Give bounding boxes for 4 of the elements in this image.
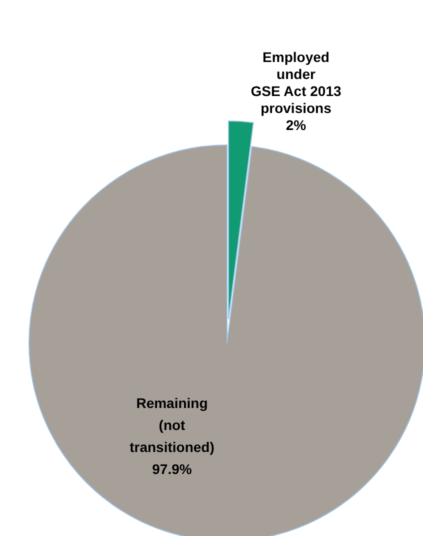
slice-label: Employed under GSE Act 2013 provisions [250,49,342,116]
data-label: 97.9% [152,461,192,477]
slice-label: Remaining (not transitioned) [130,395,214,455]
data-label: 2% [286,117,307,133]
